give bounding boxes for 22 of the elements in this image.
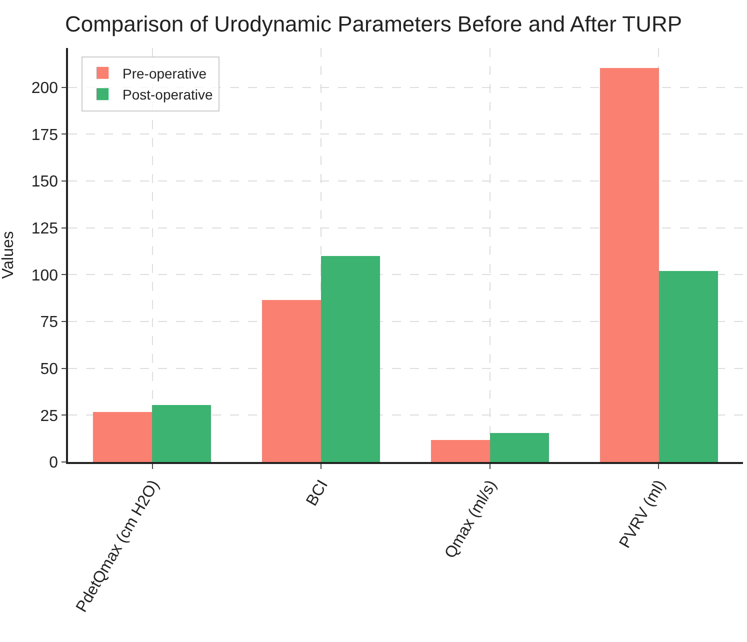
y-tick-label: 75 [40,314,58,332]
y-tick-label: 125 [31,220,58,238]
y-tick-label: 100 [31,267,58,284]
bar [600,68,659,462]
bar [321,256,380,462]
y-tick-label: 175 [31,126,58,144]
y-tick-label: 200 [31,80,58,97]
bar [490,433,549,462]
x-tick-label: BCI [303,477,332,510]
bar [152,405,211,462]
y-tick-label: 0 [49,454,58,472]
bar [431,440,490,462]
chart-title: Comparison of Urodynamic Parameters Before and After TURP [64,11,682,36]
bar [262,300,321,462]
y-tick-label: 150 [31,174,58,191]
y-axis-title: Values [0,231,17,279]
bar [659,271,718,462]
legend-label: Post-operative [122,86,213,103]
y-tick-label: 50 [40,360,58,378]
bar [93,412,152,462]
y-tick-label: 25 [40,408,58,425]
legend-label: Pre-operative [122,65,207,82]
